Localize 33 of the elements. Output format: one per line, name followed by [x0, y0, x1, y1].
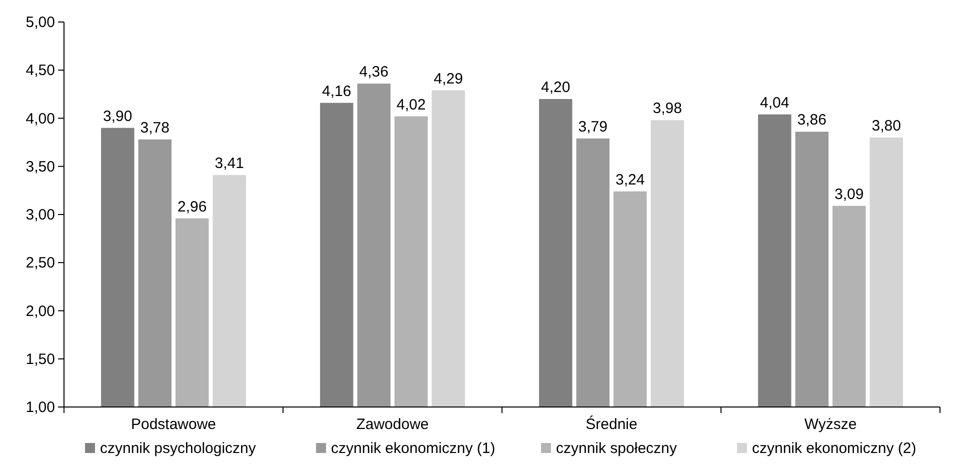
y-tick-label: 1,50 [26, 350, 55, 368]
data-label: 4,20 [541, 79, 570, 96]
data-label: 4,29 [434, 70, 463, 88]
data-label: 3,80 [872, 118, 901, 134]
data-label: 4,04 [760, 94, 790, 112]
x-tick-label: Podstawowe [130, 416, 216, 433]
data-label: 3,98 [652, 100, 682, 118]
data-label: 3,78 [140, 119, 170, 136]
data-label: 3,24 [616, 171, 645, 188]
x-tick-label: Wyższe [804, 416, 857, 433]
y-tick-label: 3,50 [26, 158, 55, 176]
data-label: 2,96 [178, 198, 207, 216]
y-tick-label: 5,00 [26, 14, 55, 31]
data-label: 4,36 [359, 64, 388, 81]
legend-label: czynnik społeczny [556, 440, 678, 457]
y-tick-label: 3,00 [26, 206, 55, 224]
data-label: 3,79 [578, 118, 608, 136]
legend-label: czynnik ekonomiczny (1) [331, 440, 496, 457]
data-label: 3,86 [797, 112, 826, 129]
legend-label: czynnik ekonomiczny (2) [752, 440, 916, 457]
y-tick-label: 2,50 [26, 254, 55, 272]
y-tick-label: 2,00 [26, 302, 55, 320]
data-label: 3,90 [103, 108, 132, 125]
y-tick-label: 4,50 [26, 62, 55, 80]
x-tick-label: Średnie [586, 415, 638, 433]
y-tick-label: 1,00 [26, 399, 55, 416]
y-tick-label: 4,00 [26, 110, 55, 128]
legend-label: czynnik psychologiczny [100, 440, 256, 457]
x-tick-label: Zawodowe [356, 416, 429, 433]
data-label: 3,09 [834, 186, 864, 203]
data-label: 4,02 [396, 96, 426, 114]
data-label: 4,16 [322, 82, 352, 100]
data-label: 3,41 [214, 155, 244, 172]
